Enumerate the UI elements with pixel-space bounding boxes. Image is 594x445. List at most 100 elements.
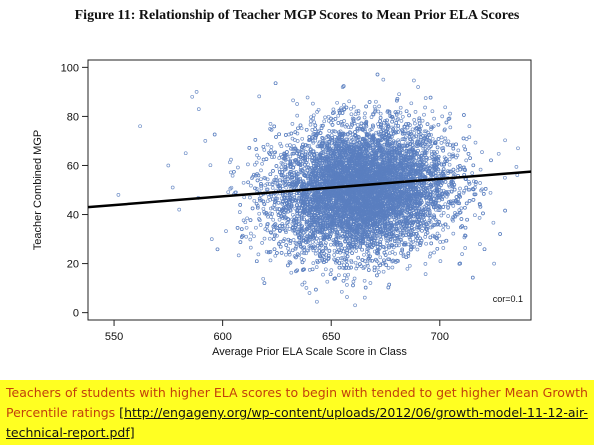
scatter-point	[430, 136, 435, 141]
scatter-point	[332, 257, 336, 262]
scatter-point	[437, 233, 442, 238]
scatter-point	[349, 112, 354, 117]
scatter-point	[254, 225, 258, 230]
scatter-point	[284, 230, 288, 235]
scatter-point	[467, 135, 472, 140]
scatter-point	[266, 250, 271, 255]
scatter-point	[248, 245, 253, 250]
scatter-point	[236, 165, 240, 170]
scatter-point	[435, 150, 439, 154]
scatter-point	[295, 102, 299, 106]
scatter-point	[314, 248, 319, 253]
scatter-point	[269, 206, 273, 211]
scatter-point	[262, 236, 267, 241]
scatter-point	[313, 251, 318, 256]
x-tick-label: 700	[431, 331, 449, 343]
scatter-point	[439, 135, 444, 140]
scatter-point	[378, 235, 383, 240]
scatter-point	[400, 248, 405, 253]
scatter-point	[430, 109, 435, 114]
scatter-point	[440, 114, 445, 119]
scatter-point	[291, 238, 296, 242]
scatter-point	[478, 242, 482, 246]
y-tick-label: 20	[67, 259, 79, 271]
scatter-point	[397, 92, 401, 97]
scatter-point	[262, 148, 267, 152]
scatter-point	[244, 234, 249, 239]
scatter-point	[244, 225, 249, 230]
scatter-point	[342, 103, 346, 107]
x-tick-label: 650	[322, 331, 340, 343]
scatter-point	[447, 157, 452, 162]
scatter-point	[405, 266, 410, 271]
scatter-point	[462, 189, 467, 193]
scatter-point	[446, 225, 450, 230]
scatter-point	[327, 129, 332, 133]
scatter-point	[270, 212, 275, 216]
scatter-point	[311, 261, 316, 265]
scatter-point	[277, 217, 282, 222]
scatter-point	[463, 246, 468, 250]
scatter-point	[208, 163, 213, 168]
scatter-point	[345, 295, 349, 299]
scatter-point	[473, 140, 478, 145]
scatter-point	[268, 258, 273, 263]
scatter-point	[271, 217, 276, 222]
scatter-point	[451, 152, 455, 157]
scatter-point	[345, 123, 349, 127]
scatter-point	[441, 246, 446, 250]
scatter-point	[436, 208, 441, 213]
scatter-point	[393, 251, 397, 256]
scatter-point	[347, 130, 352, 134]
scatter-point	[292, 138, 297, 142]
scatter-point	[270, 155, 274, 160]
scatter-point	[381, 269, 386, 274]
scatter-point	[269, 145, 274, 149]
scatter-point	[322, 119, 327, 124]
scatter-point	[346, 272, 351, 277]
scatter-point	[285, 143, 289, 148]
scatter-point	[374, 99, 378, 104]
scatter-point	[455, 153, 460, 158]
scatter-point	[306, 248, 311, 253]
scatter-point	[272, 155, 277, 159]
scatter-point	[340, 85, 345, 89]
scatter-point	[397, 243, 401, 248]
scatter-point	[314, 265, 319, 269]
scatter-point	[390, 265, 395, 270]
scatter-point	[464, 158, 469, 163]
scatter-point	[354, 266, 359, 271]
scatter-point	[429, 149, 434, 154]
scatter-point	[300, 282, 305, 287]
scatter-point	[290, 122, 295, 126]
scatter-point	[456, 148, 461, 153]
scatter-point	[248, 195, 252, 200]
scatter-point	[461, 190, 466, 195]
scatter-point	[236, 253, 241, 258]
scatter-point	[409, 101, 414, 106]
scatter-point	[407, 263, 412, 268]
scatter-point	[340, 123, 344, 128]
scatter-point	[349, 258, 354, 263]
scatter-point	[287, 252, 292, 257]
scatter-point	[438, 259, 443, 263]
scatter-point	[400, 114, 405, 119]
scatter-point	[365, 261, 370, 266]
scatter-point	[408, 237, 413, 242]
scatter-point	[242, 195, 247, 200]
scatter-point	[252, 198, 257, 203]
scatter-point	[293, 241, 298, 245]
scatter-point	[426, 133, 431, 137]
y-tick-label: 80	[67, 111, 79, 123]
scatter-point	[317, 141, 322, 146]
scatter-point	[321, 136, 325, 141]
scatter-point	[249, 183, 253, 188]
scatter-point	[366, 263, 370, 268]
scatter-point	[514, 165, 519, 169]
scatter-point	[363, 111, 367, 116]
scatter-point	[429, 132, 433, 137]
y-tick-label: 60	[67, 160, 79, 172]
scatter-point	[377, 270, 381, 274]
scatter-point	[458, 186, 462, 191]
scatter-point	[407, 235, 412, 240]
